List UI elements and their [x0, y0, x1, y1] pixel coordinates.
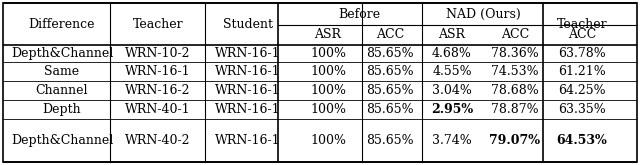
Text: WRN-16-1: WRN-16-1 [125, 65, 191, 78]
Text: WRN-16-1: WRN-16-1 [215, 103, 281, 116]
Text: Channel: Channel [36, 84, 88, 97]
Text: 85.65%: 85.65% [366, 103, 414, 116]
Text: WRN-10-2: WRN-10-2 [125, 47, 191, 60]
Text: ASR: ASR [314, 29, 342, 42]
Text: Student: Student [223, 17, 273, 31]
Text: 64.25%: 64.25% [558, 84, 606, 97]
Text: 61.21%: 61.21% [558, 65, 606, 78]
Text: NAD (Ours): NAD (Ours) [446, 7, 521, 20]
Text: Teacher: Teacher [557, 17, 607, 31]
Text: 85.65%: 85.65% [366, 84, 414, 97]
Text: WRN-16-1: WRN-16-1 [215, 65, 281, 78]
Text: WRN-40-1: WRN-40-1 [125, 103, 191, 116]
Text: 63.78%: 63.78% [558, 47, 606, 60]
Text: Depth&Channel: Depth&Channel [11, 134, 113, 147]
Text: 100%: 100% [310, 65, 346, 78]
Text: 100%: 100% [310, 134, 346, 147]
Text: WRN-16-1: WRN-16-1 [215, 84, 281, 97]
Text: Depth&Channel: Depth&Channel [11, 47, 113, 60]
Text: ACC: ACC [501, 29, 529, 42]
Text: 3.04%: 3.04% [432, 84, 472, 97]
Text: 85.65%: 85.65% [366, 134, 414, 147]
Text: 64.53%: 64.53% [557, 134, 607, 147]
Text: 4.55%: 4.55% [432, 65, 472, 78]
Text: 78.36%: 78.36% [491, 47, 539, 60]
Text: Before: Before [338, 7, 380, 20]
Text: WRN-16-1: WRN-16-1 [215, 47, 281, 60]
Text: 74.53%: 74.53% [491, 65, 539, 78]
Text: 100%: 100% [310, 84, 346, 97]
Text: ACC: ACC [376, 29, 404, 42]
Text: 100%: 100% [310, 47, 346, 60]
Text: Difference: Difference [29, 17, 95, 31]
Text: 100%: 100% [310, 103, 346, 116]
Text: 85.65%: 85.65% [366, 47, 414, 60]
Text: WRN-40-2: WRN-40-2 [125, 134, 191, 147]
Text: 63.35%: 63.35% [558, 103, 606, 116]
Text: ACC: ACC [568, 29, 596, 42]
Text: Teacher: Teacher [132, 17, 183, 31]
Text: 85.65%: 85.65% [366, 65, 414, 78]
Text: 79.07%: 79.07% [490, 134, 541, 147]
Text: Depth: Depth [43, 103, 81, 116]
Text: WRN-16-1: WRN-16-1 [215, 134, 281, 147]
Text: 78.68%: 78.68% [491, 84, 539, 97]
Text: 3.74%: 3.74% [432, 134, 472, 147]
Text: 2.95%: 2.95% [431, 103, 473, 116]
Text: 78.87%: 78.87% [491, 103, 539, 116]
Text: Same: Same [44, 65, 79, 78]
Text: ASR: ASR [438, 29, 465, 42]
Text: WRN-16-2: WRN-16-2 [125, 84, 191, 97]
Text: 4.68%: 4.68% [432, 47, 472, 60]
